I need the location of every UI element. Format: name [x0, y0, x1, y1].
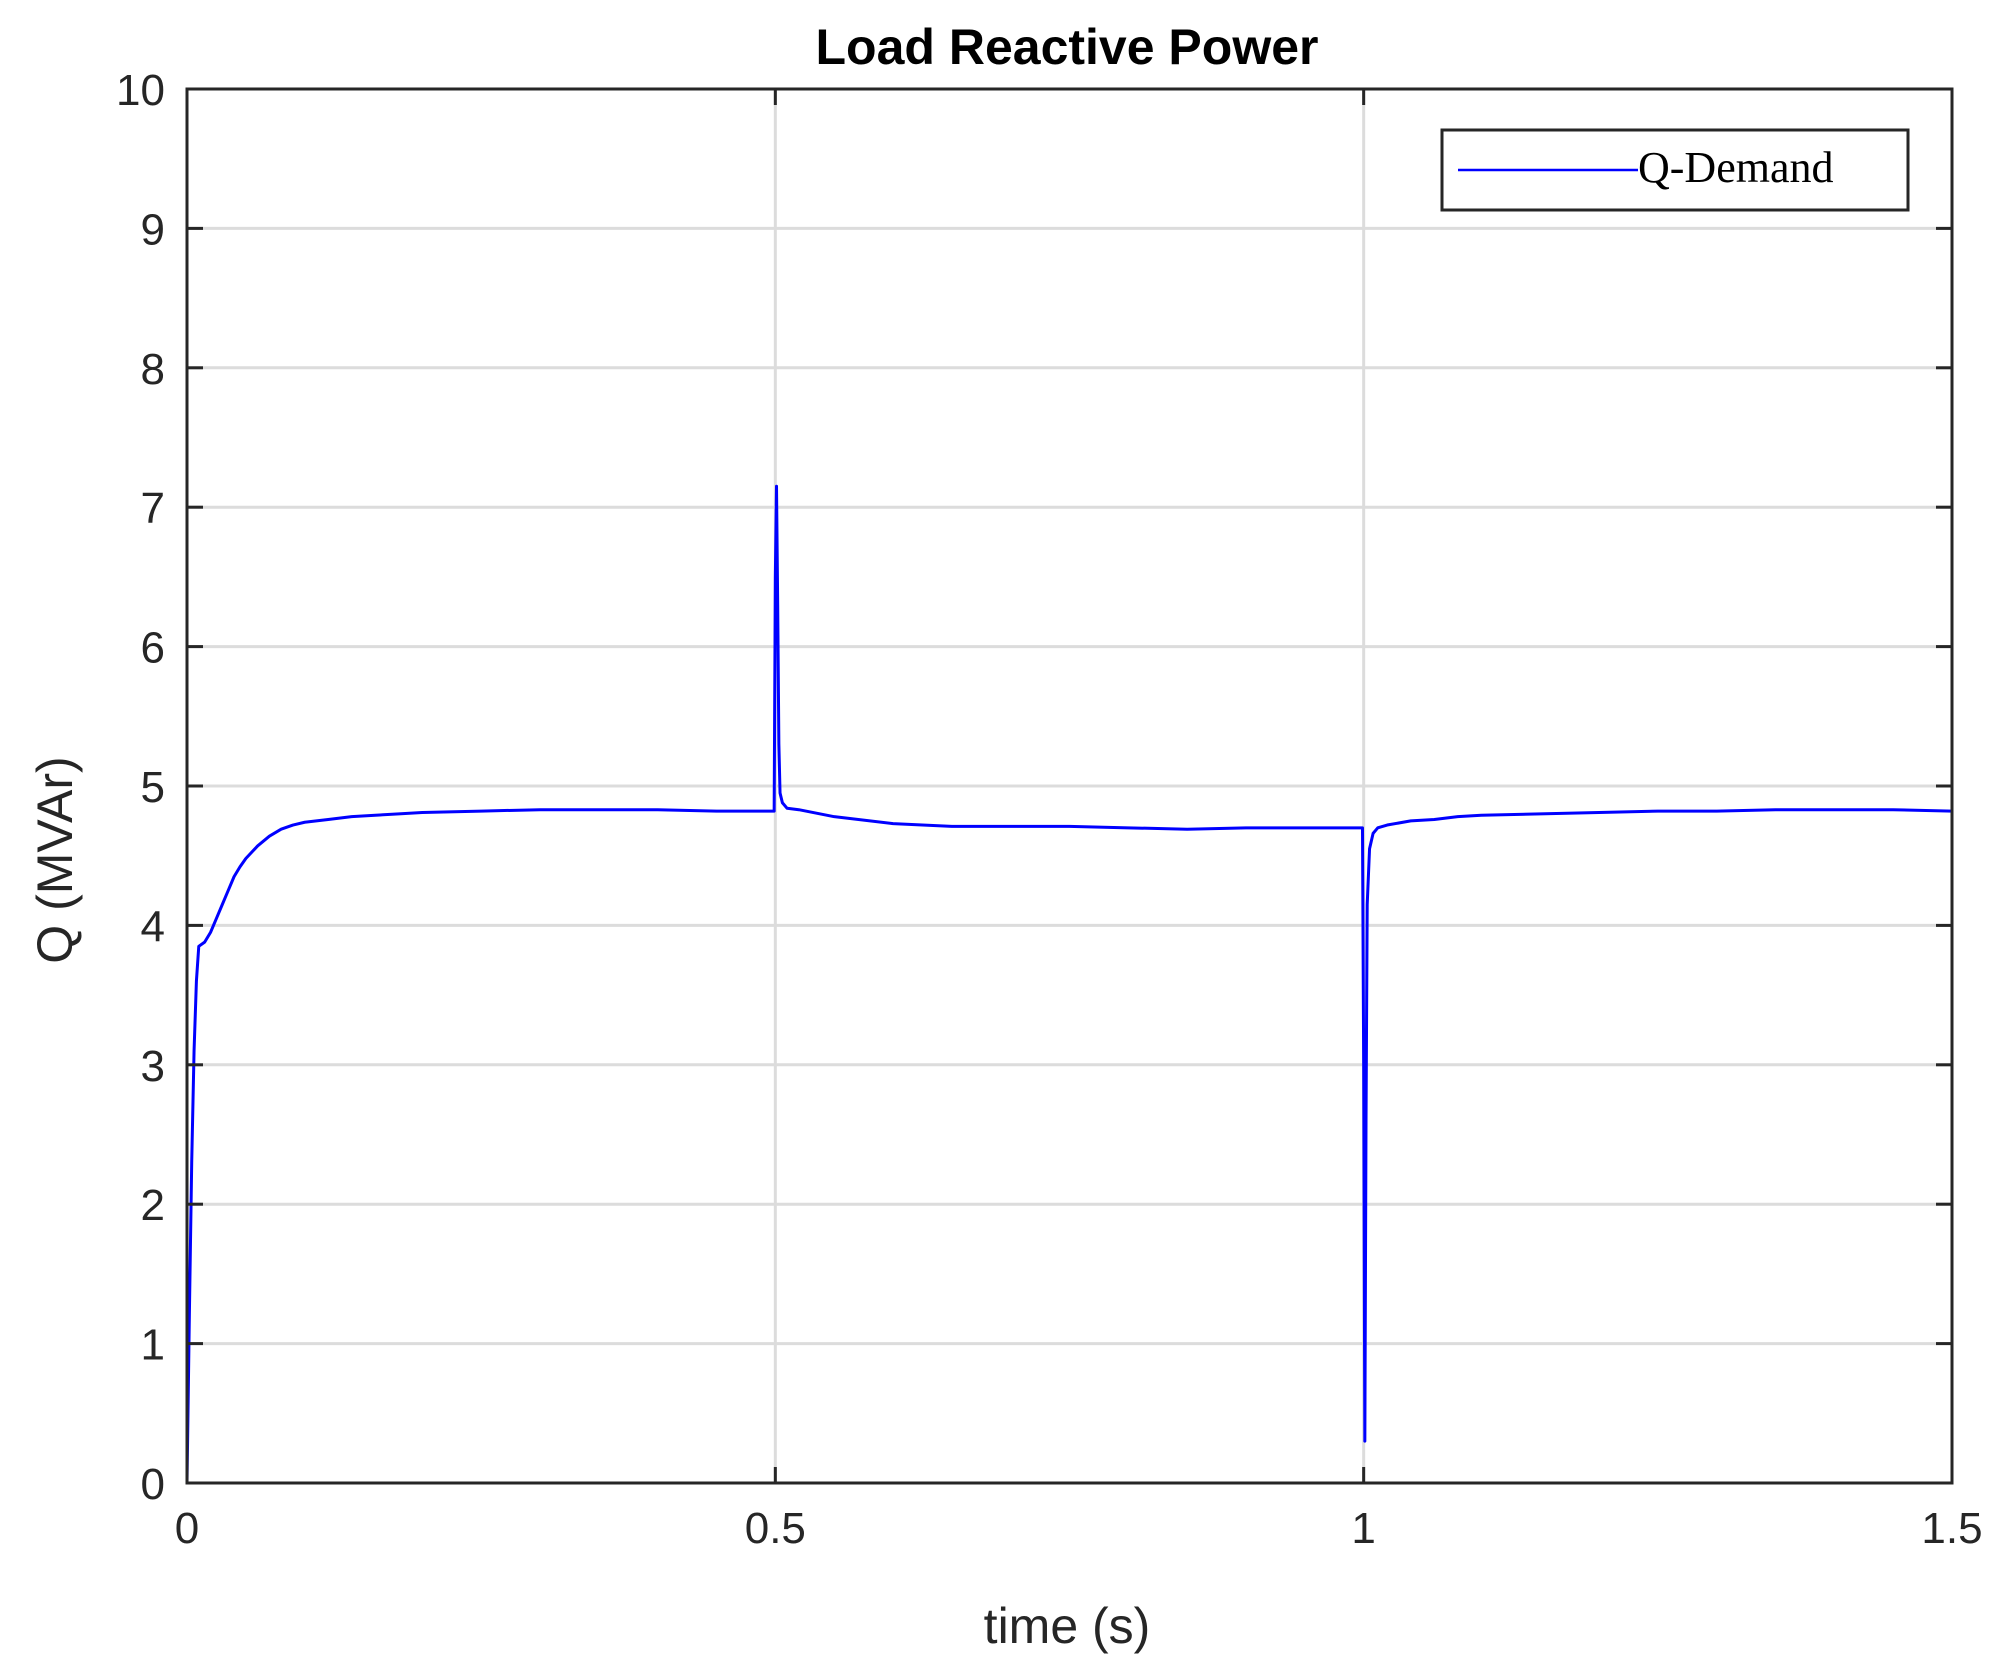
series-line-q-demand: [185, 484, 1953, 1484]
chart-title: Load Reactive Power: [816, 19, 1319, 75]
grid: [187, 89, 1952, 1483]
plot-area: [185, 484, 1953, 1484]
x-tick-label: 1: [1351, 1504, 1375, 1553]
ticks: 0 1 2 3 4 5 6 7 8 9 10 0 0.5 1 1.5: [116, 66, 1983, 1553]
x-tick-label: 0: [175, 1504, 199, 1553]
y-tick-label: 6: [141, 624, 165, 673]
y-tick-label: 8: [141, 345, 165, 394]
y-tick-label: 10: [116, 66, 165, 115]
legend-label-q-demand: Q-Demand: [1638, 143, 1834, 192]
x-tick-label: 1.5: [1921, 1504, 1982, 1553]
y-tick-label: 9: [141, 205, 165, 254]
y-tick-label: 2: [141, 1181, 165, 1230]
y-axis-title: Q (MVAr): [27, 756, 83, 963]
x-tick-label: 0.5: [745, 1504, 806, 1553]
y-tick-label: 5: [141, 763, 165, 812]
y-tick-label: 7: [141, 484, 165, 533]
y-tick-label: 3: [141, 1042, 165, 1091]
y-tick-label: 4: [141, 902, 165, 951]
x-axis-title: time (s): [984, 1598, 1151, 1654]
y-tick-label: 0: [141, 1460, 165, 1509]
legend: Q-Demand: [1440, 128, 1910, 212]
y-tick-label: 1: [141, 1321, 165, 1370]
